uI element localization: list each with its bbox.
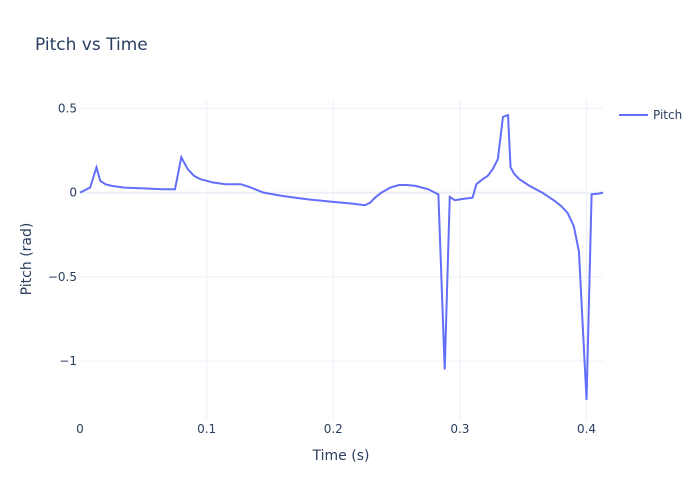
chart-title: Pitch vs Time bbox=[35, 35, 148, 55]
y-tick-label: 0 bbox=[69, 186, 77, 200]
x-tick-label: 0.2 bbox=[324, 422, 343, 436]
pitch-series-line[interactable] bbox=[79, 113, 604, 400]
x-tick-label: 0.3 bbox=[450, 422, 469, 436]
x-tick-label: 0.4 bbox=[577, 422, 596, 436]
y-tick-label: −0.5 bbox=[48, 270, 77, 284]
legend-label-pitch: Pitch bbox=[653, 108, 682, 122]
x-axis-title: Time (s) bbox=[312, 448, 370, 464]
x-tick-label: 0.1 bbox=[197, 422, 216, 436]
gridlines bbox=[80, 100, 603, 420]
y-tick-label: −1 bbox=[59, 354, 77, 368]
y-axis-title: Pitch (rad) bbox=[19, 223, 35, 296]
legend[interactable]: Pitch bbox=[619, 108, 682, 122]
x-tick-labels: 0 0.1 0.2 0.3 0.4 bbox=[76, 422, 596, 436]
x-tick-label: 0 bbox=[76, 422, 84, 436]
y-tick-label: 0.5 bbox=[58, 101, 77, 115]
y-tick-labels: 0.5 0 −0.5 −1 bbox=[48, 101, 77, 368]
